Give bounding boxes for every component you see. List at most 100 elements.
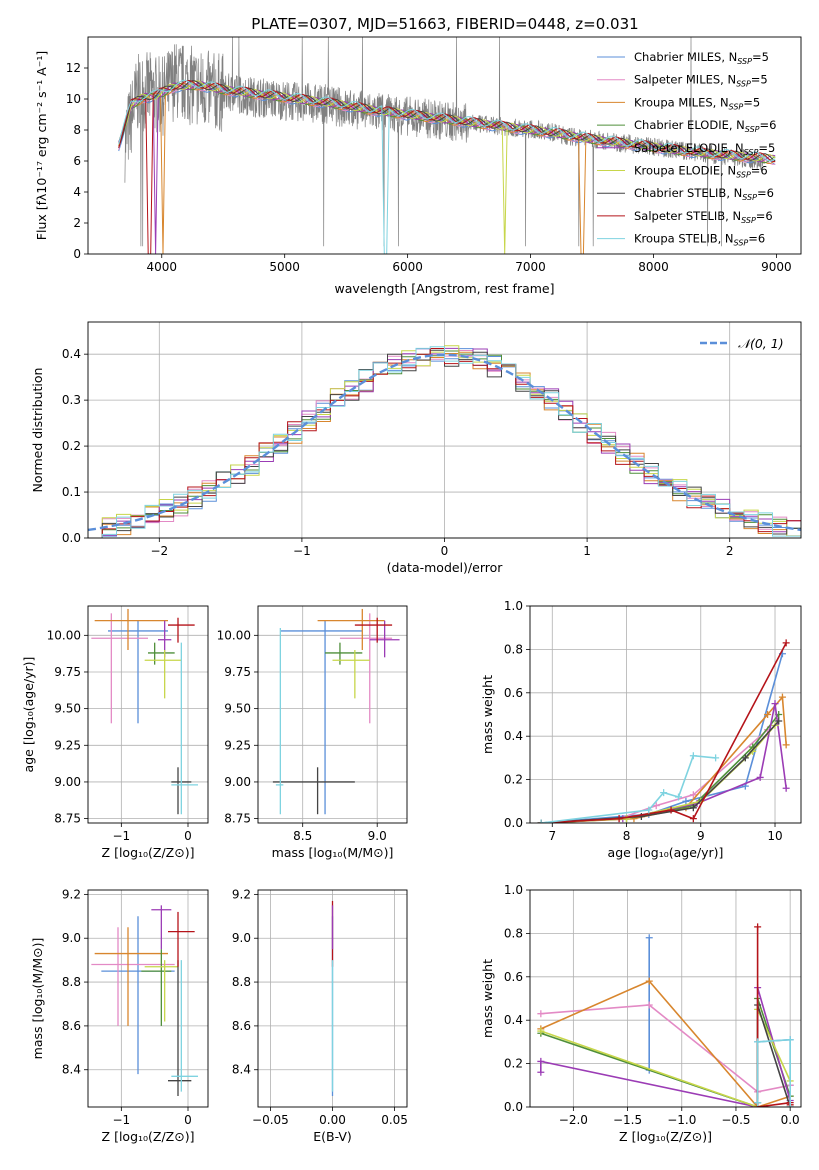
legend-label: Kroupa ELODIE, NSSP=6 bbox=[634, 164, 768, 180]
legend-model-name: Salpeter MILES, N bbox=[634, 73, 736, 87]
weight-marker bbox=[537, 1068, 545, 1076]
legend-label: Kroupa STELIB, NSSP=6 bbox=[634, 232, 765, 248]
weight-marker bbox=[689, 815, 697, 823]
model-line-2 bbox=[118, 82, 776, 254]
x-tick-label: −1.5 bbox=[613, 1113, 642, 1127]
weight-marker bbox=[786, 1036, 794, 1044]
weight-line-3 bbox=[541, 714, 780, 823]
errorbar-point bbox=[275, 627, 284, 815]
weight-line-5 bbox=[540, 1009, 791, 1107]
errorbars bbox=[272, 608, 400, 815]
weight-line-2 bbox=[540, 980, 791, 1107]
errorbar-point bbox=[168, 911, 195, 967]
errorbar-point bbox=[325, 642, 363, 665]
y-tick-label: 0.8 bbox=[504, 642, 523, 656]
y-tick-label: 10.00 bbox=[217, 628, 251, 642]
weight-marker bbox=[623, 815, 631, 823]
y-tick-label: 8.8 bbox=[232, 975, 251, 989]
errorbar-point bbox=[144, 960, 178, 1022]
x-axis-label: age [log₁₀(age/yr)] bbox=[608, 845, 724, 860]
weight-vs-age-panel: 7 8 9 10 0.0 0.2 0.4 0.6 0.8 1.0 age [log₁₀(age/yr… bbox=[480, 599, 802, 860]
weight-marker bbox=[645, 1001, 653, 1009]
y-tick-label: 9.0 bbox=[232, 931, 251, 945]
plot-frame bbox=[257, 605, 408, 824]
errorbar-point bbox=[101, 916, 175, 1075]
y-tick-label: 0.2 bbox=[504, 773, 523, 787]
errorbar-point bbox=[171, 642, 198, 815]
y-tick-label: 9.75 bbox=[54, 665, 81, 679]
errorbar-point bbox=[369, 620, 400, 658]
y-tick-label: 8.8 bbox=[62, 975, 81, 989]
legend-label: Salpeter MILES, NSSP=5 bbox=[634, 73, 768, 89]
y-tick-label: 8 bbox=[73, 123, 81, 137]
weight-line-8 bbox=[756, 1038, 792, 1107]
x-tick-label: −2 bbox=[150, 544, 168, 558]
legend-nssp: =5 bbox=[758, 141, 775, 155]
weight-marker bbox=[741, 754, 749, 762]
y-tick-label: 10.00 bbox=[47, 628, 81, 642]
age-vs-Z-panel: −1 0 8.75 9.00 9.25 9.50 9.75 10.00 Z [log₁₀(Z/Z… bbox=[21, 605, 209, 860]
weight-marker bbox=[756, 773, 764, 781]
data-spectrum-line bbox=[124, 37, 765, 247]
weight-marker bbox=[637, 812, 645, 820]
x-tick-label: 2 bbox=[726, 544, 734, 558]
weight-marker bbox=[682, 797, 690, 805]
y-tick-label: 0.6 bbox=[504, 970, 523, 984]
x-tick-label: 0.0 bbox=[781, 1113, 800, 1127]
legend-sub: SSP bbox=[734, 239, 749, 248]
weight-marker bbox=[775, 717, 783, 725]
weight-line-1 bbox=[540, 1004, 791, 1093]
legend-label: Chabrier MILES, NSSP=5 bbox=[634, 50, 769, 66]
y-tick-label: 9.0 bbox=[62, 931, 81, 945]
y-axis-label: age [log₁₀(age/yr)] bbox=[21, 657, 36, 773]
y-tick-label: 0.0 bbox=[504, 816, 523, 830]
weight-marker bbox=[660, 789, 668, 797]
legend-label: Chabrier ELODIE, NSSP=6 bbox=[634, 118, 776, 134]
y-tick-label: 12 bbox=[66, 61, 81, 75]
weight-line-4 bbox=[539, 987, 791, 1107]
legend-model-name: Chabrier ELODIE, N bbox=[634, 118, 745, 132]
plot-frame bbox=[87, 36, 802, 255]
plot-frame bbox=[529, 605, 802, 824]
legend-label: Kroupa MILES, NSSP=5 bbox=[634, 95, 760, 111]
legend-model-name: Kroupa MILES, N bbox=[634, 95, 729, 109]
y-tick-label: 0.2 bbox=[504, 1057, 523, 1071]
x-tick-label: 8.5 bbox=[293, 829, 312, 843]
x-axis-label: mass [log₁₀(M/M⊙)] bbox=[272, 845, 394, 860]
plot-frame bbox=[87, 321, 802, 539]
legend-sub: SSP bbox=[729, 102, 744, 111]
errorbar-point bbox=[339, 613, 393, 724]
x-axis-label: Z [log₁₀(Z/Z⊙)] bbox=[102, 845, 195, 860]
weight-marker bbox=[645, 977, 653, 985]
x-tick-label: 0.05 bbox=[381, 1113, 408, 1127]
weight-vs-Z-panel: −2.0 −1.5 −1.0 −0.5 0.0 0.0 0.2 0.4 0.6 0.8 1.0 Z [… bbox=[480, 883, 802, 1144]
y-tick-label: 9.75 bbox=[224, 665, 251, 679]
histogram-8 bbox=[101, 346, 801, 538]
legend-nssp: =6 bbox=[751, 164, 768, 178]
y-tick-label: 0.4 bbox=[504, 729, 523, 743]
y-tick-label: 0.4 bbox=[62, 347, 81, 361]
weight-marker bbox=[771, 700, 779, 708]
x-tick-label: 7000 bbox=[515, 260, 546, 274]
x-tick-label: −0.05 bbox=[252, 1113, 289, 1127]
plot-frame bbox=[257, 889, 408, 1108]
spectrum-lines bbox=[118, 37, 776, 254]
weight-line-5 bbox=[541, 724, 776, 823]
errorbar-point bbox=[332, 649, 370, 699]
weight-marker bbox=[782, 741, 790, 749]
age-vs-mass-panel: 8.5 9.0 8.75 9.00 9.25 9.50 9.75 10.00 mass [log… bbox=[217, 605, 408, 860]
weight-marker bbox=[786, 1103, 794, 1107]
legend-model-name: Kroupa ELODIE, N bbox=[634, 164, 736, 178]
legend-model-name: Chabrier MILES, N bbox=[634, 50, 737, 64]
x-tick-label: 0.00 bbox=[319, 1113, 346, 1127]
plot-frame bbox=[87, 889, 209, 1108]
x-axis-label: wavelength [Angstrom, rest frame] bbox=[334, 281, 554, 296]
normal-curve bbox=[88, 353, 801, 532]
weight-marker bbox=[754, 923, 762, 931]
legend-nssp: =5 bbox=[751, 73, 768, 87]
errorbar-point bbox=[171, 960, 198, 1092]
y-tick-label: 6 bbox=[73, 154, 81, 168]
legend-sub: SSP bbox=[737, 57, 752, 66]
errorbar-point bbox=[91, 927, 175, 1026]
legend-nssp: =6 bbox=[748, 232, 765, 246]
